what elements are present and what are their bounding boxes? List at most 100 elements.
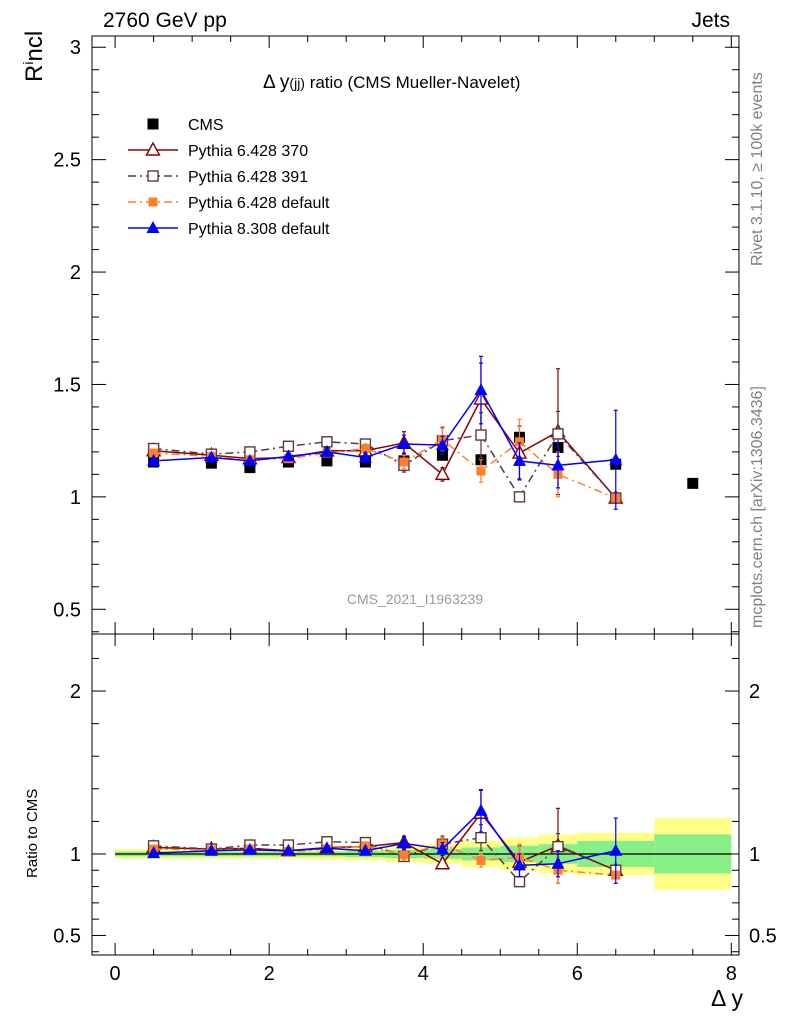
side-label-rivet: Rivet 3.1.10, ≥ 100k events <box>749 72 766 266</box>
lower-ylabel: Ratio to CMS <box>24 789 41 878</box>
data-point <box>147 170 159 182</box>
series-pythia-6-428-default <box>149 418 621 503</box>
series-line <box>153 388 616 467</box>
data-point <box>475 429 487 441</box>
series-pythia-8-308-default <box>147 789 623 884</box>
data-point <box>321 455 333 467</box>
data-point <box>204 450 218 463</box>
lower-frame <box>91 633 740 956</box>
data-point <box>149 448 159 458</box>
data-point <box>435 842 449 855</box>
y-tick-label: 1 <box>70 844 81 866</box>
series-pythia-6-428-370 <box>145 362 624 504</box>
data-point <box>204 843 218 856</box>
data-point <box>146 221 160 233</box>
x-axis-label: Δ y <box>711 985 743 1011</box>
data-point <box>434 855 451 870</box>
side-label-mcplots: mcplots.cern.ch [arXiv:1306.3436] <box>749 386 766 628</box>
x-tick-label: 0 <box>110 963 121 985</box>
header-left: 2760 GeV pp <box>103 9 227 32</box>
analysis-watermark: CMS_2021_I1963239 <box>347 591 483 607</box>
data-point <box>243 842 257 855</box>
x-tick-label: 2 <box>264 963 275 985</box>
y-tick-label: 0.5 <box>53 599 81 621</box>
data-point <box>147 453 161 466</box>
legend-item: Pythia 6.428 default <box>128 195 330 212</box>
y-tick-label: 1 <box>70 487 81 509</box>
legend-label: Pythia 6.428 391 <box>188 169 308 186</box>
data-point <box>399 850 409 860</box>
data-point <box>514 437 524 447</box>
data-point <box>320 444 334 457</box>
x-tick-label: 8 <box>726 963 737 985</box>
upper-ylabel-sup: i <box>20 62 36 65</box>
legend-label: CMS <box>188 117 224 134</box>
title-rest: ratio (CMS Mueller-Navelet) <box>305 73 520 92</box>
y-tick-label-right: 2 <box>749 681 760 703</box>
title-sub: (jj) <box>289 75 305 91</box>
data-point <box>358 843 372 856</box>
x-tick-label: 4 <box>418 963 429 985</box>
data-point <box>358 450 372 463</box>
y-tick-label: 2 <box>70 262 81 284</box>
upper-ylabel-main: R <box>21 65 48 82</box>
data-point <box>436 449 448 461</box>
upper-ylabel: Rincl <box>20 31 48 82</box>
data-point <box>476 466 486 476</box>
data-point <box>281 449 295 462</box>
y-tick-label: 3 <box>70 37 81 59</box>
series-pythia-6-428-391 <box>147 410 622 504</box>
data-point <box>474 383 488 396</box>
y-tick-label: 2 <box>70 681 81 703</box>
data-point <box>399 457 409 467</box>
legend-item: Pythia 6.428 370 <box>128 141 308 160</box>
lower-series-layer <box>145 789 624 888</box>
data-point <box>512 858 526 871</box>
data-point <box>609 843 623 856</box>
series-pythia-8-308-default <box>147 355 623 510</box>
series-line <box>153 397 617 499</box>
legend: CMS Pythia 6.428 370 Pythia 6.428 391 Pythi… <box>128 117 330 238</box>
data-point <box>147 846 161 859</box>
data-point <box>551 856 565 869</box>
series-line <box>153 836 617 883</box>
data-point <box>145 141 161 156</box>
data-point <box>552 428 564 440</box>
data-point <box>281 843 295 856</box>
data-point <box>609 452 623 465</box>
data-point <box>512 453 526 466</box>
data-point <box>320 841 334 854</box>
title-main: Δ y <box>263 72 290 93</box>
data-point <box>147 118 159 130</box>
x-tick-label: 6 <box>572 963 583 985</box>
upper-ylabel-rest: ncl <box>21 31 48 62</box>
legend-item: CMS <box>147 117 224 134</box>
data-point <box>476 855 486 865</box>
series-line <box>153 809 616 867</box>
data-point <box>397 836 411 849</box>
data-point <box>434 465 451 481</box>
y-tick-label: 2.5 <box>53 150 81 172</box>
axes-layer: 0 2 4 6 8 0.5 1 1.5 2 2.5 3 0.5 0.5 1 1 2 2 <box>53 35 777 985</box>
chart-title: Δ y(jj) ratio (CMS Mueller-Navelet) <box>263 72 520 93</box>
data-point <box>475 831 487 844</box>
data-point <box>244 462 256 474</box>
data-point <box>435 438 449 451</box>
y-tick-label: 1.5 <box>53 374 81 396</box>
upper-series-layer <box>145 355 699 510</box>
data-point <box>687 477 699 489</box>
series-line <box>153 432 617 499</box>
data-point <box>474 803 488 816</box>
data-point <box>360 444 370 454</box>
header-right: Jets <box>691 9 730 32</box>
data-point <box>513 491 526 503</box>
legend-item: Pythia 6.428 391 <box>128 169 308 186</box>
data-point <box>148 197 158 207</box>
legend-label: Pythia 6.428 370 <box>188 143 308 160</box>
series-line <box>153 438 617 499</box>
data-point <box>205 457 217 469</box>
legend-item: Pythia 8.308 default <box>128 221 330 238</box>
y-tick-label-right: 0.5 <box>749 925 777 947</box>
series-line <box>153 843 616 876</box>
